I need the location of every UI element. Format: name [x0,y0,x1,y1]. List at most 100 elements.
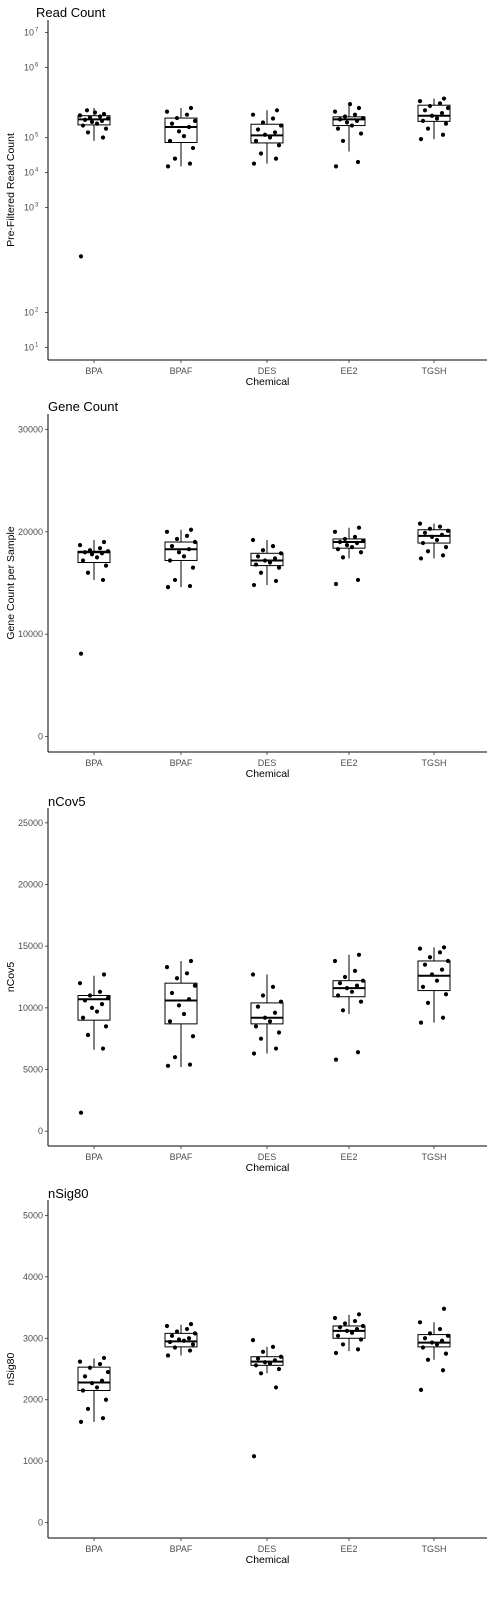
data-point [164,529,170,534]
panel-gene-count: Gene Count 0 10000 20000 30000 Gene Count per… [5,399,487,780]
data-point [165,164,171,169]
data-point [437,524,443,529]
y-tick-exponent: 6 [35,63,39,69]
data-point [187,161,193,166]
data-point [439,1338,445,1343]
data-point [440,1015,446,1020]
data-point [349,545,355,550]
y-tick-label: 10 [24,202,34,212]
data-point [422,1336,428,1341]
data-point [89,552,95,557]
y-tick-label: 1000 [23,1456,43,1466]
data-point [82,998,88,1003]
data-point [174,536,180,542]
x-tick-label: BPA [85,1152,102,1162]
box-des [250,1002,284,1025]
data-point [352,112,358,117]
data-point [174,1329,180,1334]
data-point [192,1331,198,1336]
data-point [258,151,264,156]
data-point [101,539,107,545]
data-point [99,118,105,123]
data-point [100,1046,106,1051]
data-point [425,1357,431,1362]
y-tick-label: 5000 [23,1210,43,1220]
data-point [253,1363,259,1368]
data-point [274,108,280,113]
data-point [335,126,341,131]
data-point [174,976,180,981]
data-point [262,558,268,563]
data-point [78,254,84,259]
y-axis-label: Pre-Filtered Read Count [5,133,17,247]
y-tick-label: 25000 [18,818,43,828]
data-point [85,1406,91,1412]
data-point [176,1337,182,1342]
y-axis-label: nSig80 [5,1352,17,1385]
data-point [340,138,346,144]
y-tick-label: 10 [24,342,34,352]
data-point [87,115,93,120]
data-point [337,117,343,122]
data-point [77,113,83,118]
data-point [437,950,443,955]
data-point [262,132,268,137]
data-point [101,1355,107,1361]
data-point [186,547,192,552]
y-tick-label: 3000 [23,1333,43,1343]
x-axis-label: Chemical [246,1162,290,1174]
data-point [278,1354,284,1359]
data-point [87,993,93,998]
data-point [94,1385,100,1390]
data-point [332,958,338,964]
data-point [429,1340,435,1345]
data-point [260,993,266,998]
data-point [267,135,273,140]
data-point [347,102,353,107]
data-point [344,986,350,991]
y-tick-exponent: 3 [35,202,39,208]
data-point [77,981,83,986]
y-tick-label: 20000 [18,879,43,889]
data-point [87,1365,93,1370]
data-point [192,983,198,988]
data-point [260,548,266,553]
data-point [420,984,426,989]
data-point [333,164,339,169]
data-point [97,114,103,119]
data-point [439,110,445,116]
panel-title: nSig80 [48,1186,88,1201]
data-point [360,1323,366,1329]
x-tick-label: EE2 [340,1152,357,1162]
data-point [99,1378,105,1383]
data-point [335,993,341,998]
data-point [262,1360,268,1365]
x-tick-label: BPAF [170,366,193,376]
data-point [443,1351,449,1356]
y-tick-label: 4000 [23,1272,43,1282]
data-point [181,1338,187,1343]
x-tick-label: BPAF [170,1544,193,1554]
data-point [94,555,100,560]
data-point [332,1315,338,1321]
data-point [340,1008,346,1013]
y-tick-label: 20000 [18,527,43,537]
data-point [342,114,348,119]
data-point [344,1328,350,1333]
data-point [251,1051,257,1056]
data-point [429,972,435,977]
data-point [360,978,366,983]
data-point [190,565,196,570]
data-point [184,112,190,117]
data-point [188,958,194,964]
data-point [100,577,106,583]
y-tick-label: 5000 [23,1065,43,1075]
data-point [176,129,182,134]
data-point [358,1337,364,1342]
data-point [169,990,175,996]
data-point [425,1000,431,1006]
data-point [186,124,192,130]
data-point [360,538,366,544]
data-point [186,1336,192,1341]
